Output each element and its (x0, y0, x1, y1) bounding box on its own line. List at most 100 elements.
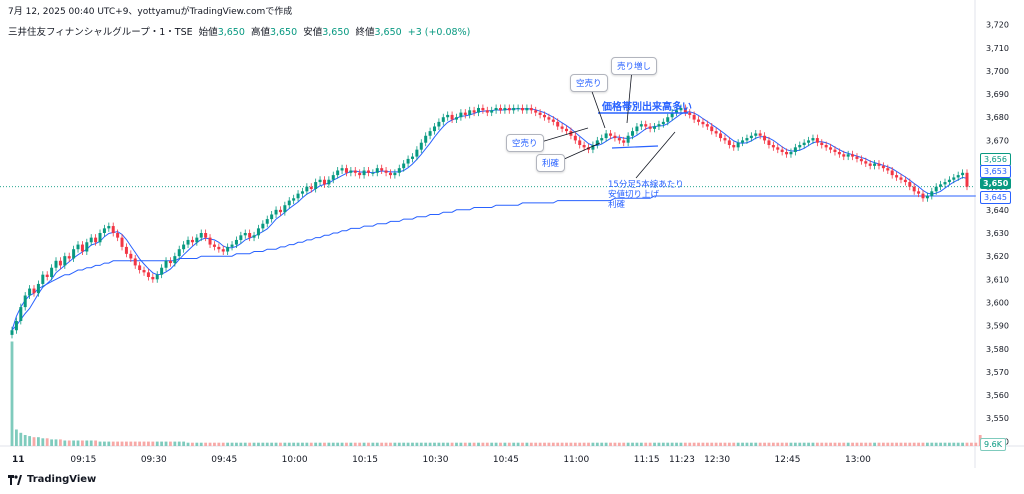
candle-body (829, 147, 833, 150)
volume-bar (868, 442, 872, 446)
volume-bar (279, 442, 282, 446)
volume-bar (688, 442, 692, 446)
volume-bar (582, 442, 586, 446)
volume-bar (230, 442, 234, 446)
volume-bar (45, 438, 49, 446)
candle-body (538, 112, 542, 115)
low-value: 3,650 (322, 27, 350, 38)
candle-body (903, 179, 907, 183)
volume-bar (525, 442, 529, 446)
x-tick-label: 11:15 (634, 455, 660, 465)
volume-bar (727, 442, 731, 446)
volume-bar (67, 440, 71, 446)
volume-bar (670, 442, 674, 446)
volume-bar (802, 442, 806, 446)
volume-bar (921, 442, 925, 446)
candle-body (358, 172, 362, 176)
volume-bar (741, 442, 744, 446)
candle-body (459, 112, 463, 118)
volume-bar (463, 442, 467, 446)
tradingview-logo[interactable]: TradingView (8, 474, 96, 485)
volume-bar (657, 442, 661, 446)
volume-bar (859, 442, 863, 446)
volume-bar (446, 442, 450, 446)
arrow-short-sell-2 (540, 127, 589, 143)
volume-bar (490, 442, 494, 446)
candle-body (366, 170, 370, 173)
volume-bar (573, 442, 577, 446)
volume-bar (243, 442, 247, 446)
candle-body (758, 133, 762, 136)
volume-bar (974, 442, 978, 446)
callout-add-short[interactable]: 売り増し (611, 57, 658, 75)
candle-body (287, 200, 291, 206)
volume-bar (908, 442, 912, 446)
arrow-take-profit (561, 142, 601, 161)
volume-bar (701, 442, 705, 446)
volume-bar (776, 442, 780, 446)
volume-bar (881, 442, 885, 446)
candle-body (679, 107, 683, 111)
candle-body (521, 107, 525, 111)
volume-bar (538, 442, 542, 446)
candle-body (349, 170, 353, 173)
volume-bar (965, 442, 969, 446)
candle-body (428, 131, 432, 136)
x-tick-label: 11:00 (563, 455, 589, 465)
volume-bar (270, 442, 274, 446)
volume-bar (613, 442, 617, 446)
volume-bar (195, 442, 199, 446)
candle-body (195, 237, 199, 243)
volume-bar (155, 441, 159, 446)
volume-bar (323, 442, 326, 446)
volume-bar (793, 442, 797, 446)
low-label: 安値 (303, 27, 323, 38)
volume-bar (142, 441, 146, 446)
volume-bar (890, 442, 894, 446)
candle-body (406, 158, 410, 164)
candle-body (10, 330, 14, 335)
volume-bar (76, 440, 80, 446)
volume-bar (780, 442, 784, 446)
volume-bar (807, 442, 810, 446)
volume-bar (763, 442, 766, 446)
volume-bar (85, 440, 89, 446)
volume-bar (917, 442, 920, 446)
callout-take-profit[interactable]: 利確 (536, 154, 566, 172)
candle-body (402, 163, 406, 169)
volume-bar (758, 442, 762, 446)
x-tick-label: 12:30 (704, 455, 730, 465)
volume-bar (829, 442, 832, 446)
volume-bar (186, 442, 190, 446)
volume-bar (732, 442, 736, 446)
candle-body (939, 184, 943, 187)
candle-body (507, 107, 511, 111)
x-tick-label: 09:15 (70, 455, 96, 465)
volume-bar (441, 442, 445, 446)
volume-bar (331, 442, 335, 446)
candle-body (811, 138, 815, 141)
y-tick-label: 3,680 (986, 113, 1009, 122)
volume-bar (754, 442, 758, 446)
volume-bar (912, 442, 916, 446)
volume-bar (873, 442, 876, 446)
volume-bar (402, 442, 406, 446)
candle-body (525, 107, 529, 111)
symbol-name[interactable]: 三井住友フィナンシャルグループ・1・TSE (8, 27, 193, 38)
volume-bar (591, 442, 595, 446)
volume-bar (697, 442, 700, 446)
candle-body (186, 239, 190, 245)
volume-bar (340, 442, 344, 446)
volume-bar (785, 442, 788, 446)
callout-short-sell-2[interactable]: 空売り (506, 134, 544, 152)
price-tag-lower: 3,645 (980, 191, 1011, 204)
candle-body (446, 114, 450, 118)
candle-body (340, 168, 344, 171)
close-value: 3,650 (374, 27, 402, 38)
volume-bar (362, 442, 366, 446)
y-tick-label: 3,610 (986, 275, 1009, 284)
price-tag-current: 3,650 (980, 178, 1012, 189)
volume-bar (213, 442, 216, 446)
callout-short-sell-1[interactable]: 空売り (570, 74, 608, 92)
